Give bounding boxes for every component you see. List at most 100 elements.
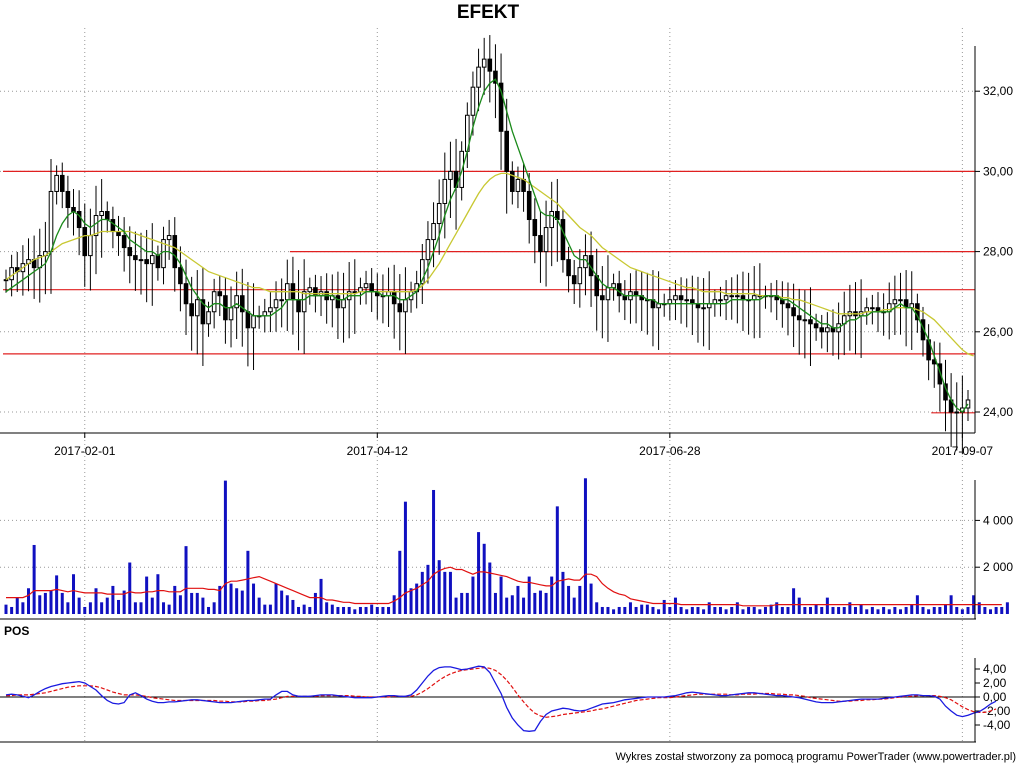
volume-bar	[904, 606, 908, 614]
candle-body	[825, 327, 830, 333]
volume-bar	[977, 602, 981, 614]
candle-body	[397, 303, 403, 313]
volume-bar	[595, 602, 599, 614]
candle-body	[594, 275, 600, 297]
volume-bar	[887, 609, 891, 614]
candle-body	[898, 299, 903, 302]
volume-bar	[72, 574, 76, 614]
volume-bar	[156, 574, 160, 614]
candle-body	[335, 295, 341, 309]
candle-body	[217, 291, 223, 297]
candle-body	[521, 178, 526, 192]
volume-bar	[454, 597, 458, 614]
candle-body	[234, 295, 239, 309]
candle-body	[211, 291, 217, 313]
volume-bar	[555, 506, 559, 614]
volume-bar	[370, 604, 374, 614]
volume-bar	[898, 609, 902, 614]
volume-bar	[448, 571, 452, 614]
candle-body	[200, 299, 206, 325]
volume-bar	[252, 583, 256, 614]
volume-bar	[443, 571, 447, 614]
volume-bar	[229, 583, 233, 614]
volume-bar	[111, 585, 115, 614]
volume-bar	[853, 606, 857, 614]
candle-body	[549, 211, 554, 229]
candle-body	[239, 295, 245, 313]
volume-bar	[527, 576, 531, 614]
candle-body	[245, 311, 251, 329]
volume-bar	[640, 604, 644, 614]
y-tick-label: 2 000	[983, 560, 1013, 574]
x-tick-label: 2017-09-07	[932, 444, 994, 458]
candle-body	[82, 227, 88, 257]
volume-bar	[792, 588, 796, 614]
candle-body	[59, 174, 65, 192]
volume-bar	[347, 606, 351, 614]
volume-bar	[702, 609, 706, 614]
volume-bar	[870, 606, 874, 614]
candle-body	[206, 311, 211, 325]
moving-average-long	[5, 172, 974, 357]
volume-bar	[274, 583, 278, 614]
volume-bar	[398, 550, 402, 614]
volume-bar	[488, 562, 492, 614]
candle-body	[600, 295, 605, 301]
volume-bar	[60, 592, 64, 614]
candle-body	[785, 303, 791, 309]
candle-body	[76, 211, 82, 229]
candle-body	[684, 299, 690, 302]
candle-body	[420, 259, 425, 285]
volume-bar	[752, 606, 756, 614]
candle-body	[864, 307, 870, 313]
y-tick-label: 2,00	[983, 676, 1007, 690]
candle-body	[127, 247, 133, 257]
volume-bar	[538, 590, 542, 614]
candle-body	[937, 363, 943, 385]
volume-bar	[713, 606, 717, 614]
candle-body	[954, 411, 960, 414]
volume-bar	[780, 606, 784, 614]
y-tick-label: 28,00	[983, 245, 1013, 259]
volume-bar	[921, 606, 925, 614]
volume-bar	[381, 606, 385, 614]
volume-bar	[162, 602, 166, 614]
volume-bar	[533, 592, 537, 614]
candle-body	[194, 299, 200, 317]
candle-body	[470, 86, 476, 116]
volume-bar	[128, 562, 132, 614]
candle-body	[178, 267, 183, 285]
candle-body	[571, 275, 577, 285]
volume-bar	[606, 606, 610, 614]
volume-bar	[330, 604, 334, 614]
volume-bar	[505, 597, 509, 614]
volume-bar	[263, 604, 267, 614]
volume-bar	[628, 602, 632, 614]
candle-body	[718, 299, 723, 302]
volume-bar	[105, 597, 109, 614]
volume-bar	[10, 606, 14, 614]
volume-bar	[989, 609, 993, 614]
volume-bar	[966, 606, 970, 614]
volume-bar	[426, 564, 430, 614]
candle-body	[110, 219, 116, 233]
volume-bar	[145, 576, 149, 614]
volume-bar	[910, 604, 914, 614]
moving-average-short	[5, 78, 969, 413]
volume-bar	[32, 544, 36, 614]
candle-body	[673, 295, 678, 301]
volume-bar	[1000, 606, 1004, 614]
volume-bar	[150, 597, 154, 614]
volume-bar	[218, 585, 222, 614]
volume-bar	[240, 590, 244, 614]
candle-body	[796, 315, 802, 321]
volume-bar	[285, 595, 289, 614]
volume-bar	[820, 606, 824, 614]
volume-bar	[724, 609, 728, 614]
volume-bar	[55, 575, 59, 614]
volume-bar	[122, 590, 126, 614]
volume-bar	[66, 602, 70, 614]
volume-bar	[657, 609, 661, 614]
volume-bar	[190, 592, 194, 614]
